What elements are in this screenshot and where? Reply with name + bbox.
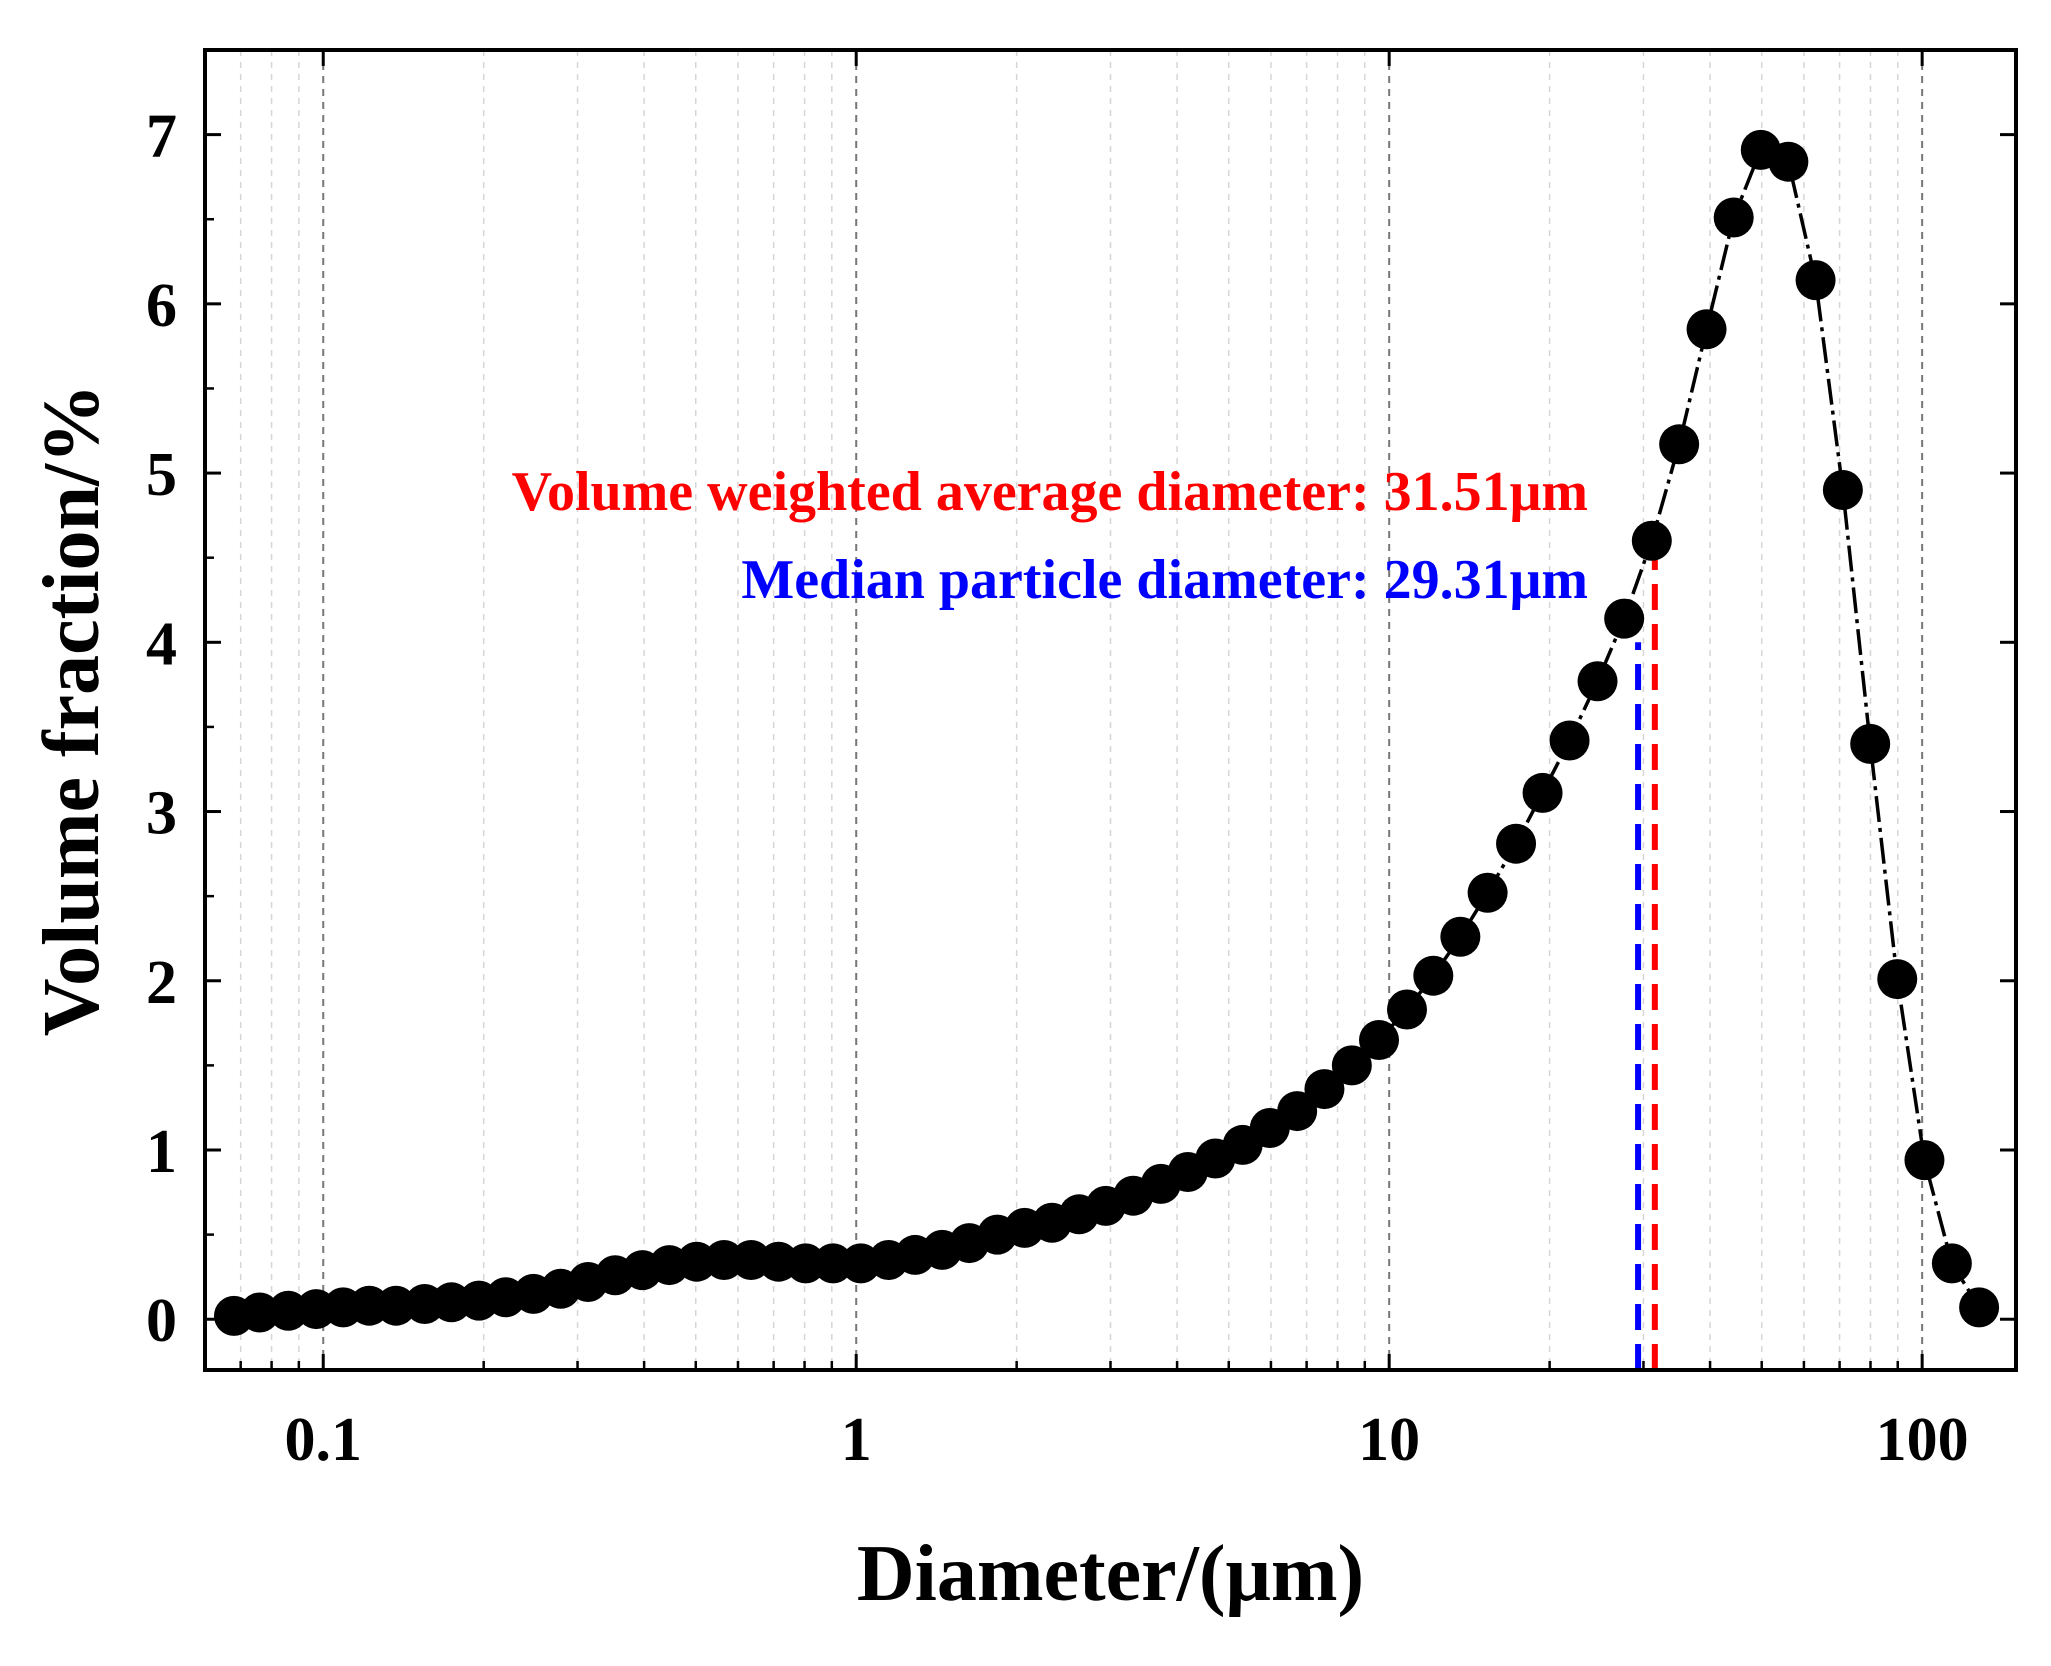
reference-lines <box>1635 557 1658 1370</box>
annotation-volume-weighted-average: Volume weighted average diameter: 31.51μ… <box>512 461 1588 523</box>
y-tick-label: 2 <box>146 949 177 1017</box>
data-point <box>1931 1243 1972 1284</box>
y-tick-label: 5 <box>146 441 177 509</box>
axis-ticks: 0.1 1 10 100 0 1 2 3 4 5 6 7 <box>146 50 2016 1474</box>
y-axis-title: Volume fraction/% <box>28 384 116 1037</box>
data-point <box>1822 470 1863 510</box>
data-point <box>1549 720 1590 761</box>
y-tick-label: 4 <box>146 610 177 678</box>
data-point <box>239 1292 280 1333</box>
data-point <box>1496 823 1537 864</box>
grid-lines <box>204 50 1924 1370</box>
data-point <box>1768 141 1809 182</box>
data-point <box>1959 1287 2000 1328</box>
data-point <box>1604 598 1645 639</box>
y-tick-label: 6 <box>146 272 177 340</box>
data-point <box>1386 989 1427 1030</box>
data-point <box>1904 1140 1945 1181</box>
data-point <box>1359 1020 1400 1060</box>
x-tick-label: 1 <box>841 1406 872 1474</box>
data-point <box>1304 1069 1345 1110</box>
data-series <box>213 129 2000 1336</box>
data-point <box>785 1243 826 1284</box>
data-point <box>1713 197 1754 238</box>
y-tick-label: 1 <box>146 1118 177 1186</box>
data-point <box>1877 959 1918 1000</box>
y-tick-label: 0 <box>146 1287 177 1355</box>
data-point <box>813 1243 854 1284</box>
y-tick-label: 3 <box>146 780 177 848</box>
data-point <box>1277 1091 1318 1132</box>
data-point <box>1686 309 1727 350</box>
annotation-median-diameter: Median particle diameter: 29.31μm <box>741 549 1588 611</box>
x-axis-title: Diameter/(μm) <box>857 1530 1364 1618</box>
x-tick-label: 10 <box>1358 1406 1420 1474</box>
data-point <box>1795 260 1836 301</box>
data-point <box>1659 424 1700 465</box>
data-point <box>1467 872 1508 913</box>
data-point <box>1331 1045 1372 1086</box>
x-tick-label: 100 <box>1876 1406 1969 1474</box>
data-point <box>1440 916 1481 957</box>
data-point <box>1577 661 1618 702</box>
data-point <box>1631 520 1672 561</box>
data-point <box>1522 772 1563 813</box>
data-point <box>1413 955 1454 996</box>
x-tick-label: 0.1 <box>284 1406 362 1474</box>
y-tick-label: 7 <box>146 103 177 171</box>
data-point <box>376 1285 417 1326</box>
data-point <box>1850 723 1891 764</box>
